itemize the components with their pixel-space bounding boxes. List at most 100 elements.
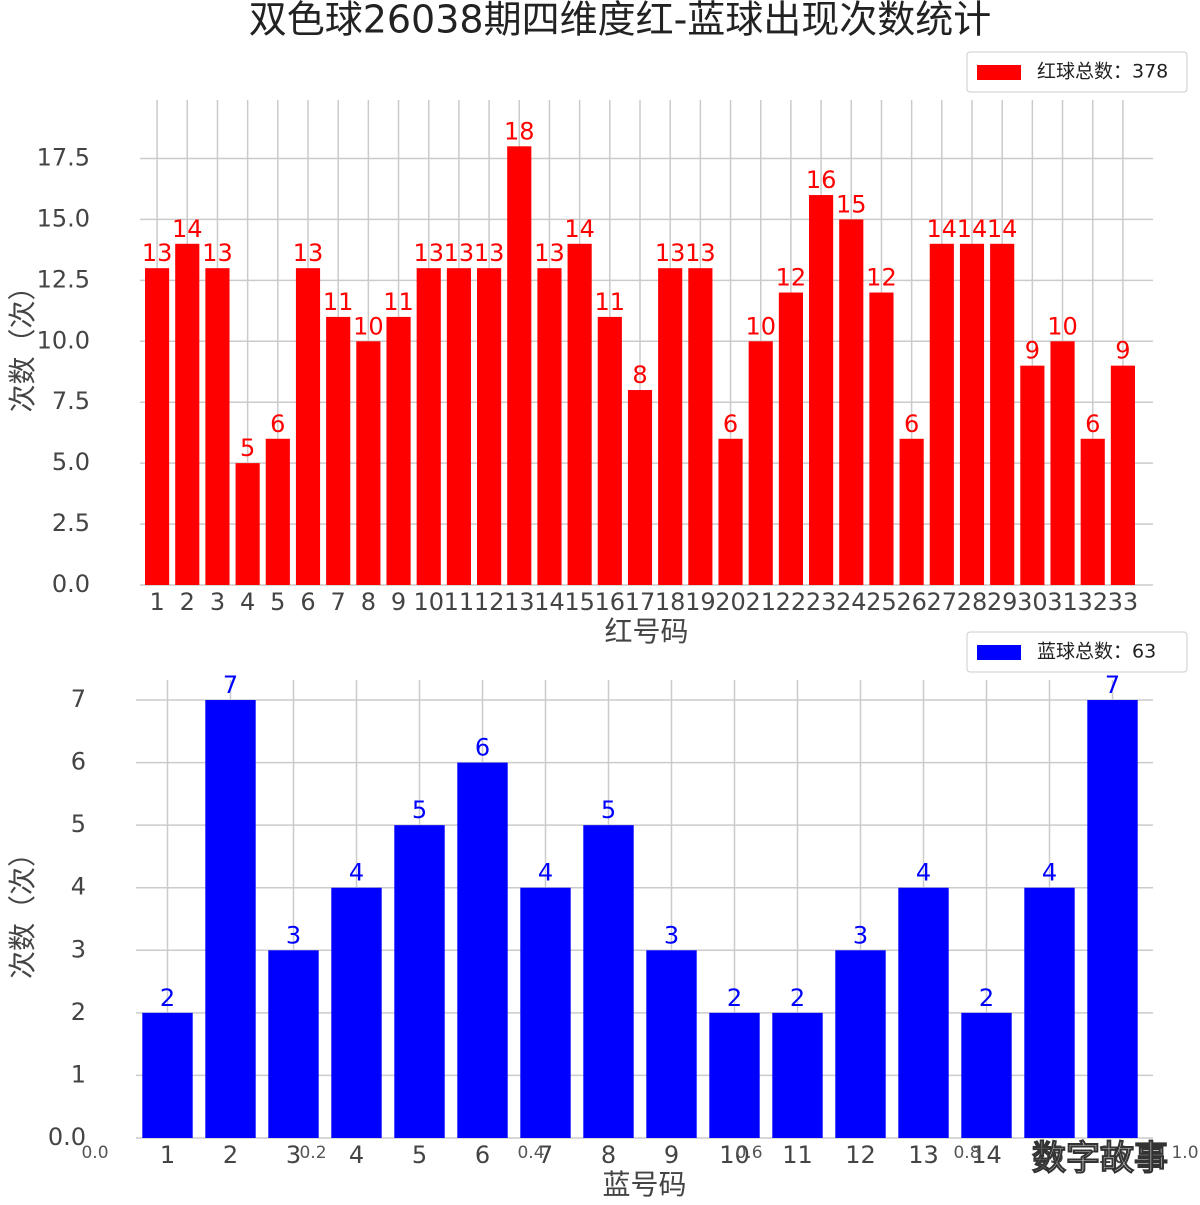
data-label: 6 <box>904 410 919 438</box>
data-label: 11 <box>595 288 626 316</box>
legend-swatch <box>977 645 1021 660</box>
x-tick-label: 12 <box>474 588 505 616</box>
ghost-tick-label: 0.4 <box>517 1143 544 1163</box>
x-tick-label: 20 <box>715 588 746 616</box>
data-label: 5 <box>412 796 427 824</box>
data-label: 2 <box>790 984 805 1012</box>
bar <box>1080 438 1105 585</box>
chart-title: 双色球26038期四维度红-蓝球出现次数统计 <box>249 0 992 42</box>
bar <box>205 700 256 1138</box>
data-label: 12 <box>866 264 897 292</box>
data-label: 4 <box>538 859 553 887</box>
x-tick-label: 4 <box>349 1141 364 1169</box>
y-tick-label: 3 <box>71 935 86 963</box>
data-label: 13 <box>655 239 686 267</box>
x-tick-label: 15 <box>564 588 595 616</box>
bar <box>839 219 864 585</box>
x-tick-label: 3 <box>286 1141 301 1169</box>
x-tick-label: 26 <box>896 588 927 616</box>
legend-label: 蓝球总数：63 <box>1037 641 1156 663</box>
data-label: 10 <box>353 312 384 340</box>
data-label: 13 <box>413 239 444 267</box>
x-tick-label: 32 <box>1077 588 1108 616</box>
data-label: 9 <box>1025 337 1040 365</box>
bar <box>145 268 170 585</box>
x-tick-label: 10 <box>719 1141 750 1169</box>
bar <box>175 243 200 585</box>
bar <box>898 887 949 1138</box>
data-label: 4 <box>916 859 931 887</box>
x-tick-label: 9 <box>391 588 406 616</box>
bar <box>990 243 1015 585</box>
x-tick-label: 14 <box>971 1141 1002 1169</box>
data-label: 8 <box>632 361 647 389</box>
data-label: 13 <box>293 239 324 267</box>
bar <box>809 195 834 586</box>
y-tick-label: 5.0 <box>52 448 90 476</box>
bar <box>869 292 894 585</box>
data-label: 14 <box>927 215 958 243</box>
x-tick-label: 7 <box>331 588 346 616</box>
ghost-tick-label: 0.6 <box>735 1143 762 1163</box>
data-label: 10 <box>745 312 776 340</box>
bar <box>961 1012 1012 1138</box>
data-label: 10 <box>1047 312 1078 340</box>
bar <box>688 268 713 585</box>
bar <box>446 268 471 585</box>
bar <box>658 268 683 585</box>
data-label: 14 <box>957 215 988 243</box>
y-tick-label: 12.5 <box>37 265 90 293</box>
y-tick-label: 6 <box>71 748 86 776</box>
y-axis-label: 次数（次） <box>6 839 39 979</box>
x-tick-label: 31 <box>1047 588 1078 616</box>
data-label: 14 <box>564 215 595 243</box>
data-label: 3 <box>853 921 868 949</box>
bar <box>394 825 445 1138</box>
x-tick-label: 25 <box>866 588 897 616</box>
data-label: 3 <box>664 921 679 949</box>
x-tick-label: 2 <box>180 588 195 616</box>
x-tick-label: 1 <box>160 1141 175 1169</box>
x-tick-label: 9 <box>664 1141 679 1169</box>
bar <box>835 950 886 1138</box>
data-label: 6 <box>475 734 490 762</box>
bar <box>718 438 743 585</box>
data-label: 2 <box>727 984 742 1012</box>
x-tick-label: 6 <box>475 1141 490 1169</box>
bar <box>929 243 954 585</box>
y-tick-label: 0.0 <box>48 1123 86 1151</box>
y-tick-label: 4 <box>71 873 86 901</box>
data-label: 7 <box>1105 671 1120 699</box>
bar <box>268 950 319 1138</box>
bar <box>627 390 653 585</box>
x-tick-label: 1 <box>149 588 164 616</box>
x-tick-label: 28 <box>957 588 988 616</box>
bar <box>205 268 230 585</box>
y-tick-label: 5 <box>71 810 86 838</box>
bar <box>597 316 622 585</box>
data-label: 15 <box>836 190 867 218</box>
x-tick-label: 4 <box>240 588 255 616</box>
bar <box>265 438 290 585</box>
bar <box>331 887 382 1138</box>
data-label: 6 <box>1085 410 1100 438</box>
ghost-tick-label: 0.8 <box>953 1143 980 1163</box>
data-label: 11 <box>323 288 354 316</box>
bar <box>235 463 260 585</box>
bar <box>457 762 508 1138</box>
y-tick-label: 2 <box>71 998 86 1026</box>
bar <box>537 268 562 585</box>
bar <box>416 268 441 585</box>
data-label: 9 <box>1115 337 1130 365</box>
bar <box>1110 365 1135 585</box>
y-tick-label: 10.0 <box>37 326 90 354</box>
bar <box>356 341 381 585</box>
ghost-tick-label: 0.2 <box>299 1143 326 1163</box>
data-label: 2 <box>979 984 994 1012</box>
ghost-tick-label: 0.0 <box>81 1143 108 1163</box>
bar <box>326 316 351 585</box>
x-axis-label: 蓝号码 <box>602 1168 686 1201</box>
bar <box>142 1012 193 1138</box>
x-tick-label: 6 <box>300 588 315 616</box>
